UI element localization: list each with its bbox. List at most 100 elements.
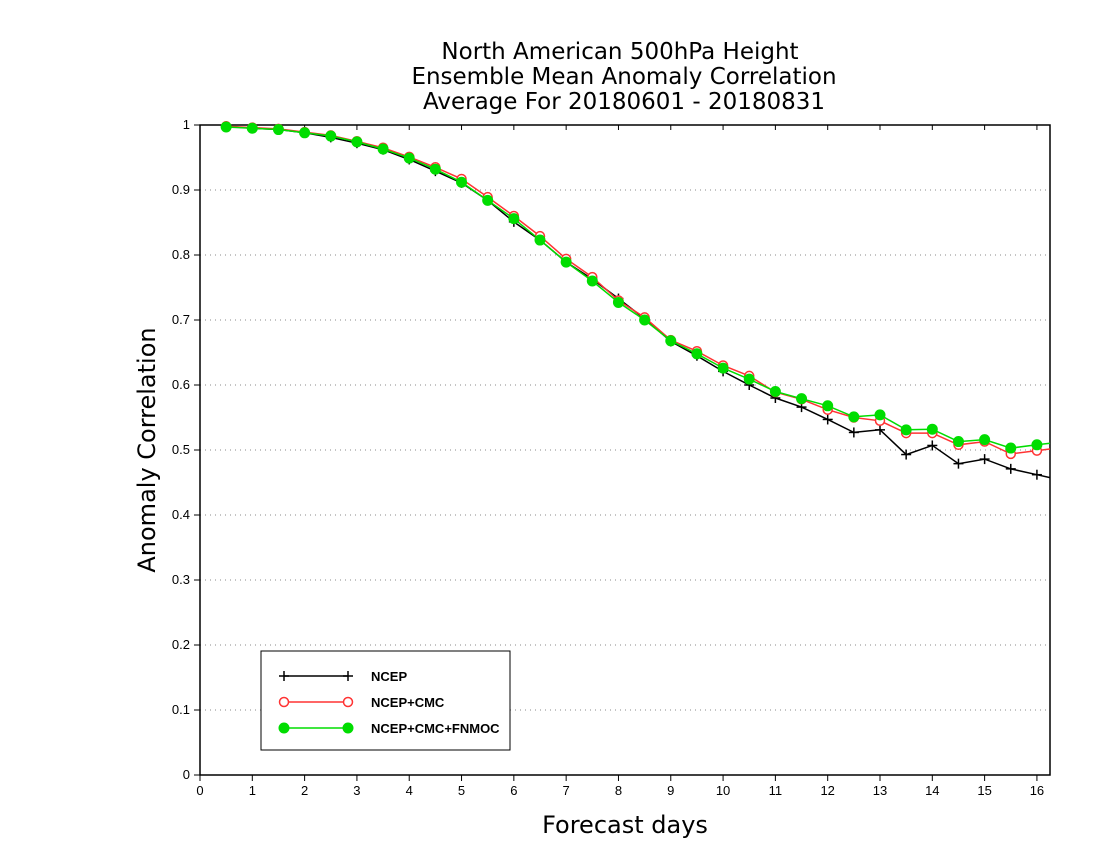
data-point [875,424,885,435]
chart-title: North American 500hPa Height Ensemble Me… [411,39,836,115]
data-point [717,362,729,374]
data-point [796,393,808,405]
legend: NCEP NCEP+CMC NCEP+CMC+FNMOC [260,650,511,751]
x-tick-label: 8 [615,783,622,798]
series-ncep [221,121,1051,480]
data-point [586,275,598,287]
data-point [848,427,859,438]
x-tick-label: 2 [301,783,308,798]
legend-item: NCEP+CMC+FNMOC [278,721,500,736]
y-tick-label: 0.4 [172,507,190,522]
data-point [691,348,703,360]
data-point [403,152,415,164]
y-tick-label: 0.5 [172,442,190,457]
axis-ticks [194,124,1038,781]
series-line [226,126,1051,449]
data-point [1005,442,1017,454]
x-tick-label: 16 [1030,783,1044,798]
series-ncep-cmc-fnmoc [220,121,1051,454]
legend-marker [278,722,290,734]
legend-marker [279,671,289,681]
x-tick-label: 4 [406,783,413,798]
data-point [639,314,651,326]
data-point [848,411,860,423]
series-line [226,125,1051,479]
series-markers [220,121,1043,454]
y-tick-label: 0.6 [172,377,190,392]
data-point [482,194,494,206]
x-tick-label: 13 [873,783,887,798]
series-ncep-cmc [220,121,1051,460]
x-tick-label: 14 [925,783,939,798]
x-tick-label: 5 [458,783,465,798]
x-tick-label: 1 [249,783,256,798]
legend-label: NCEP [371,669,407,684]
data-point [220,121,232,133]
x-axis-label: Forecast days [542,811,708,839]
y-tick-label: 0.7 [172,312,190,327]
data-point [926,423,938,435]
data-point [1005,463,1016,474]
data-point [272,124,284,136]
data-point [299,127,311,139]
data-point [743,373,755,385]
x-tick-label: 10 [716,783,730,798]
x-tick-label: 3 [353,783,360,798]
x-tick-label: 11 [769,783,783,798]
legend-item: NCEP [279,669,407,684]
y-tick-label: 0.8 [172,247,190,262]
y-tick-label: 0 [183,767,190,782]
legend-items: NCEP NCEP+CMC NCEP+CMC+FNMOC [278,669,500,736]
data-point [979,434,991,446]
data-point [665,335,677,347]
y-tick-label: 0.3 [172,572,190,587]
y-tick-labels: 0 0.1 0.2 0.3 0.4 0.5 0.6 0.7 0.8 0.9 1 [172,117,190,782]
y-tick-label: 0.9 [172,182,190,197]
data-point [1031,439,1043,451]
data-point [900,424,912,436]
y-tick-label: 1 [183,117,190,132]
data-point [952,436,964,448]
data-point [508,213,520,225]
x-tick-label: 12 [820,783,834,798]
x-tick-label: 6 [510,783,517,798]
x-tick-label: 9 [667,783,674,798]
y-axis-label: Anomaly Correlation [133,327,161,572]
data-point [901,449,912,460]
data-point [560,256,572,268]
data-point [953,458,964,469]
data-point [351,136,363,148]
data-point [1031,469,1042,480]
legend-marker [278,696,290,708]
data-point [927,440,938,451]
title-line-3: Average For 20180601 - 20180831 [423,89,825,115]
data-point [822,400,834,412]
data-point [429,163,441,175]
legend-label: NCEP+CMC [371,695,445,710]
y-tick-label: 0.2 [172,637,190,652]
x-tick-labels: 0 1 2 3 4 5 6 7 8 9 10 11 12 13 14 15 16 [196,783,1044,798]
x-tick-label: 7 [563,783,570,798]
x-tick-label: 0 [196,783,203,798]
data-point [979,454,990,465]
x-tick-label: 15 [977,783,991,798]
series-group [220,121,1051,480]
series-markers [220,121,1043,460]
data-point [246,122,258,134]
title-line-2: Ensemble Mean Anomaly Correlation [411,64,836,90]
legend-item: NCEP+CMC [278,695,445,710]
legend-label: NCEP+CMC+FNMOC [371,721,500,736]
legend-box [260,650,511,751]
data-point [325,130,337,142]
legend-marker [342,696,354,708]
series-markers [221,121,1042,480]
legend-marker [342,722,354,734]
data-point [874,409,886,421]
grid-lines [200,124,1050,711]
data-point [377,143,389,155]
title-line-1: North American 500hPa Height [441,39,798,65]
legend-marker [343,671,353,681]
data-point [822,414,833,425]
data-point [769,386,781,397]
